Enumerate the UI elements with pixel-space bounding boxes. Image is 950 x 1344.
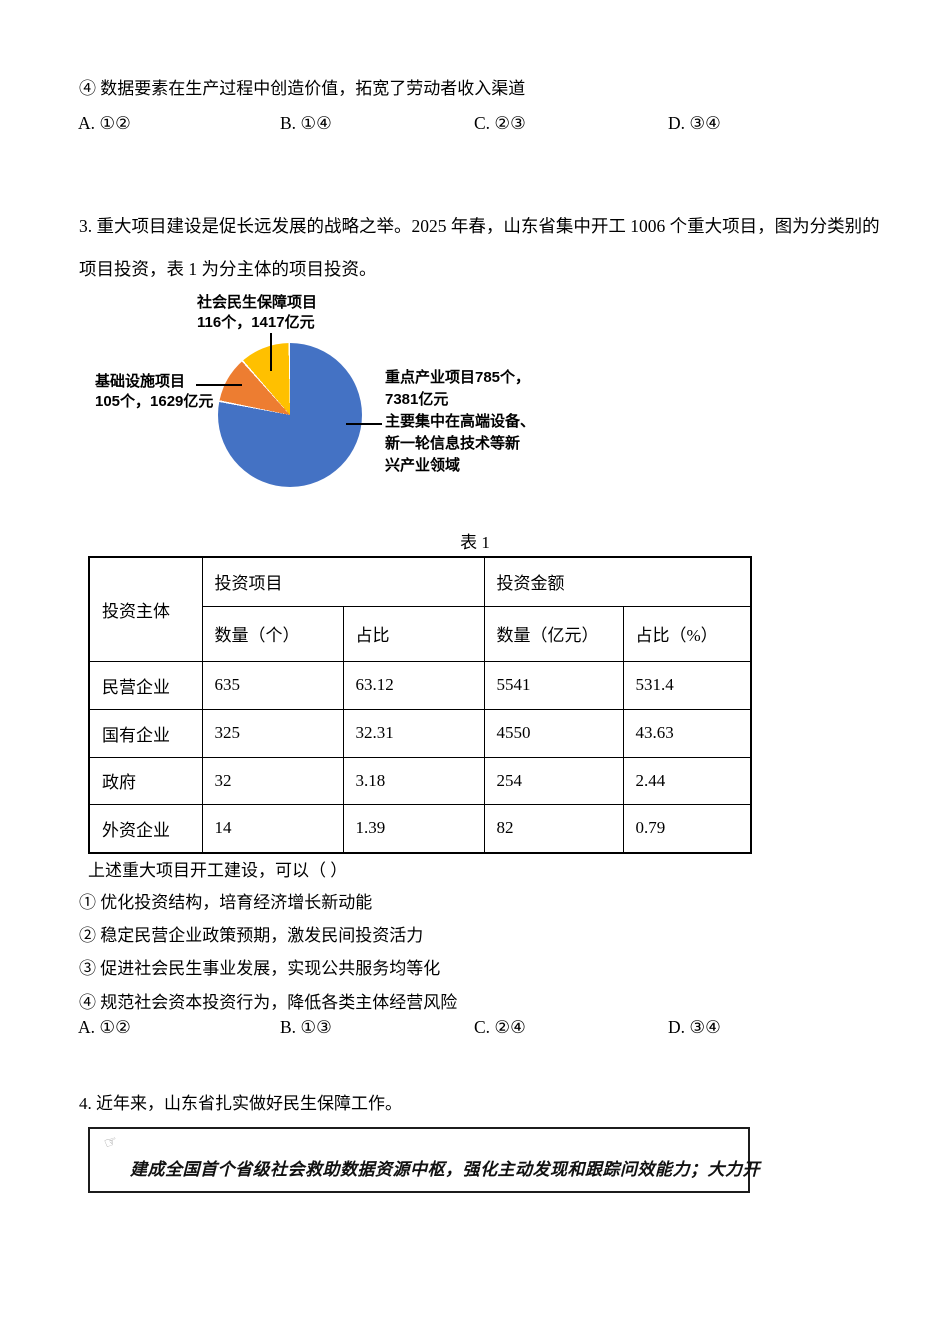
cell-count: 635 [201, 660, 344, 710]
q2-option-c: C. ②③ [474, 113, 526, 133]
table-group-amount: 投资金额 [483, 556, 752, 607]
q2-option-d: D. ③④ [668, 113, 721, 133]
leader-line-infra [196, 384, 242, 386]
q3-item-4: ④ 规范社会资本投资行为，降低各类主体经营风险 [79, 993, 458, 1012]
cell-amount: 4550 [483, 708, 624, 758]
q4-info-box: ☞ 建成全国首个省级社会救助数据资源中枢，强化主动发现和跟踪问效能力；大力开 [88, 1127, 760, 1193]
q3-item-2: ② 稳定民营企业政策预期，激发民间投资活力 [79, 926, 424, 945]
pie-label-industry: 重点产业项目785个， 7381亿元 主要集中在高端设备、 新一轮信息技术等新 … [385, 369, 536, 474]
q3-option-a: A. ①② [78, 1017, 131, 1037]
cell-count-pct: 32.31 [342, 708, 485, 758]
pie-chart [218, 343, 362, 487]
investment-table: 投资主体 投资项目 投资金额 数量（个） 占比 数量（亿元） 占比（%） 民营企… [88, 556, 752, 854]
q2-statement-4: ④ 数据要素在生产过程中创造价值，拓宽了劳动者收入渠道 [79, 79, 526, 98]
table-row: 外资企业 14 1.39 82 0.79 [88, 803, 752, 854]
table-row: 国有企业 325 32.31 4550 43.63 [88, 708, 752, 758]
cell-subject: 外资企业 [88, 803, 203, 854]
cell-subject: 国有企业 [88, 708, 203, 758]
cell-count: 325 [201, 708, 344, 758]
q3-option-b: B. ①③ [280, 1017, 332, 1037]
table-corner-cell: 投资主体 [88, 556, 203, 662]
cell-subject: 政府 [88, 756, 203, 805]
cell-count-pct: 3.18 [342, 756, 485, 805]
table-subheader-count: 数量（个） [201, 605, 344, 662]
q3-option-c: C. ②④ [474, 1017, 526, 1037]
cell-amount: 254 [483, 756, 624, 805]
table-group-projects: 投资项目 [201, 556, 485, 607]
pie-label-infra: 基础设施项目 105个，1629亿元 [95, 373, 214, 410]
table-header-row-2: 数量（个） 占比 数量（亿元） 占比（%） [89, 605, 752, 662]
cell-amount: 82 [483, 803, 624, 854]
cell-amount-pct: 2.44 [622, 756, 752, 805]
table-caption: 表 1 [460, 533, 490, 552]
q2-option-b: B. ①④ [280, 113, 332, 133]
table-subheader-amount-pct: 占比（%） [622, 605, 752, 662]
table-subheader-amount: 数量（亿元） [483, 605, 624, 662]
table-subheader-count-pct: 占比 [342, 605, 485, 662]
q3-lead-in: 上述重大项目开工建设，可以（ ） [88, 861, 348, 880]
q2-option-a: A. ①② [78, 113, 131, 133]
table-header-row-1: 投资主体 投资项目 投资金额 [88, 556, 752, 662]
q4-stem: 4. 近年来，山东省扎实做好民生保障工作。 [79, 1094, 402, 1113]
cell-subject: 民营企业 [88, 660, 203, 710]
q3-item-3: ③ 促进社会民生事业发展，实现公共服务均等化 [79, 959, 441, 978]
table-row: 政府 32 3.18 254 2.44 [88, 756, 752, 805]
cell-amount-pct: 531.4 [622, 660, 752, 710]
hand-icon: ☞ [101, 1131, 120, 1153]
q3-stem: 3. 重大项目建设是促长远发展的战略之举。2025 年春，山东省集中开工 100… [79, 216, 880, 279]
cell-amount: 5541 [483, 660, 624, 710]
q3-option-d: D. ③④ [668, 1017, 721, 1037]
leader-line-social [270, 333, 272, 371]
cell-amount-pct: 43.63 [622, 708, 752, 758]
cell-count-pct: 1.39 [342, 803, 485, 854]
table-row: 民营企业 635 63.12 5541 531.4 [88, 660, 752, 710]
q4-box-text: 建成全国首个省级社会救助数据资源中枢，强化主动发现和跟踪问效能力；大力开 [130, 1160, 760, 1179]
cell-count: 14 [201, 803, 344, 854]
q3-item-1: ① 优化投资结构，培育经济增长新动能 [79, 893, 373, 912]
leader-line-industry [346, 423, 382, 425]
pie-label-social: 社会民生保障项目 116个，1417亿元 [197, 294, 318, 331]
cell-count: 32 [201, 756, 344, 805]
cell-count-pct: 63.12 [342, 660, 485, 710]
cell-amount-pct: 0.79 [622, 803, 752, 854]
